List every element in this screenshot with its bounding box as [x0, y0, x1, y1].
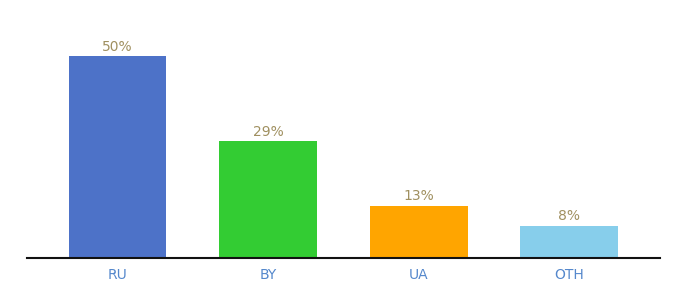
Text: 13%: 13% [403, 189, 434, 203]
Bar [370, 206, 468, 258]
Bar [520, 226, 618, 258]
Text: 8%: 8% [558, 209, 580, 223]
Text: 29%: 29% [253, 124, 284, 139]
Text: 50%: 50% [102, 40, 133, 54]
Bar [219, 141, 317, 258]
Bar [69, 56, 167, 258]
